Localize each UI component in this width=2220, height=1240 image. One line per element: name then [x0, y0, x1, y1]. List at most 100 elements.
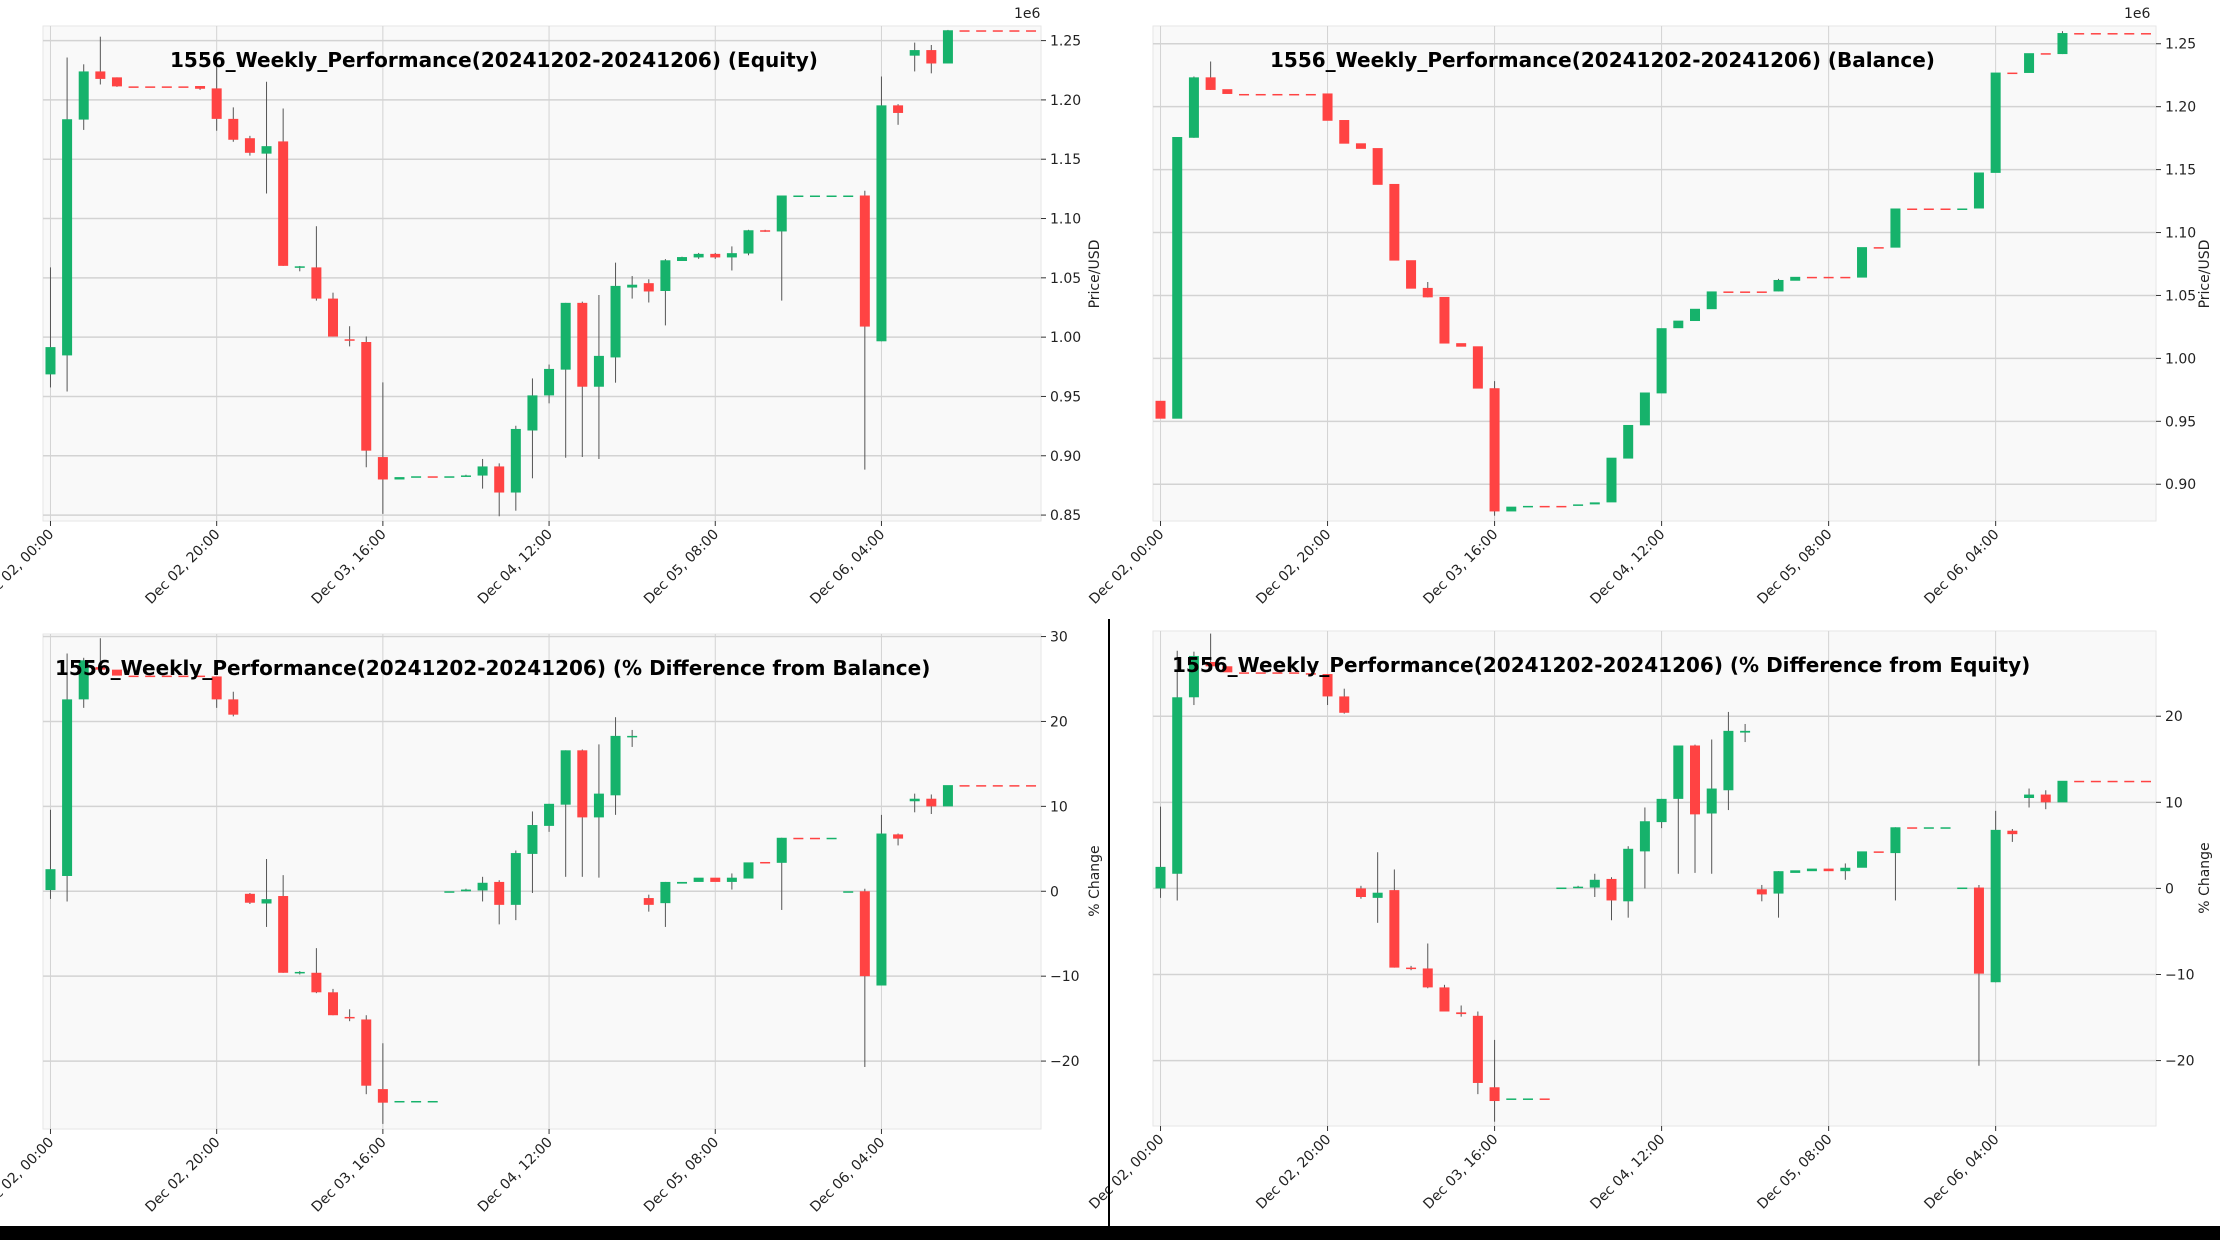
candle-up	[394, 477, 405, 480]
candle-up	[544, 368, 555, 396]
candle-down	[328, 298, 339, 337]
candle-down	[128, 86, 139, 88]
candle-up	[909, 798, 920, 802]
candle-up	[1957, 887, 1968, 890]
candle-up	[1623, 848, 1634, 902]
candle-down	[1556, 505, 1567, 508]
candle-up	[660, 260, 671, 291]
candle-up	[793, 195, 804, 198]
candle-up	[726, 253, 737, 258]
x-tick-label: Dec 05, 08:00	[641, 527, 722, 608]
candle-down	[1389, 183, 1400, 261]
candle-up	[1522, 505, 1533, 508]
candle-up	[1656, 328, 1667, 394]
candle-down	[1305, 93, 1316, 96]
candle-up	[776, 195, 787, 232]
y-tick-label: 1.05	[1050, 271, 1081, 287]
candle-down	[2090, 33, 2101, 35]
candle-down	[1289, 672, 1300, 674]
candle-down	[2074, 33, 2085, 35]
candle-down	[1873, 247, 1884, 249]
x-tick-label: Dec 06, 04:00	[807, 527, 888, 608]
candle-down	[643, 898, 654, 905]
candle-up	[2024, 794, 2035, 799]
x-tick-label: Dec 06, 04:00	[1921, 1132, 2002, 1213]
candle-down	[1255, 672, 1266, 674]
candle-up	[477, 882, 488, 891]
y-tick-label: −20	[1050, 1054, 1080, 1070]
candle-up	[1857, 851, 1868, 868]
candle-up	[776, 837, 787, 863]
candle-up	[1506, 1098, 1517, 1100]
candle-up	[693, 877, 704, 882]
candle-up	[743, 230, 754, 254]
exponent-label-equity: 1e6	[1014, 6, 1041, 22]
chart-title-pct-balance: 1556_Weekly_Performance(20241202-2024120…	[55, 656, 931, 680]
candle-down	[278, 896, 289, 973]
candle-up	[593, 355, 604, 387]
candle-down	[2107, 780, 2118, 783]
candle-down	[311, 972, 322, 993]
candle-down	[377, 1089, 388, 1103]
candle-up	[1372, 892, 1383, 898]
candle-down	[2124, 33, 2135, 35]
candle-up	[627, 284, 638, 288]
candle-up	[1589, 879, 1600, 888]
candle-down	[1239, 93, 1250, 96]
candle-down	[760, 861, 771, 864]
y-tick-label: 1.25	[1050, 34, 1081, 50]
candle-down	[244, 138, 255, 153]
candle-up	[1188, 77, 1199, 138]
candle-down	[178, 86, 189, 88]
candle-down	[95, 667, 106, 670]
candle-up	[261, 146, 272, 154]
candle-down	[1272, 672, 1283, 674]
candle-down	[1806, 276, 1817, 279]
y-tick-label: 0.95	[1050, 389, 1081, 405]
candle-up	[2057, 33, 2068, 55]
candle-up	[1506, 506, 1517, 512]
candle-down	[128, 675, 139, 678]
y-tick-label: 0.95	[2165, 414, 2196, 430]
candle-down	[1723, 291, 1734, 293]
candle-down	[1606, 878, 1617, 901]
candle-up	[78, 71, 89, 120]
candle-down	[1272, 93, 1283, 96]
candle-up	[411, 476, 422, 478]
x-tick-label: Dec 03, 16:00	[309, 1135, 390, 1216]
candle-down	[361, 1019, 372, 1086]
candle-up	[78, 660, 89, 700]
candle-down	[377, 457, 388, 480]
candle-up	[1188, 655, 1199, 698]
candle-down	[793, 837, 804, 840]
y-axis-label-pct-equity: % Change	[2197, 842, 2213, 914]
candle-down	[178, 675, 189, 678]
candle-up	[1606, 457, 1617, 503]
candle-up	[1656, 798, 1667, 823]
candle-up	[1573, 504, 1584, 506]
candle-down	[992, 785, 1003, 787]
candle-down	[111, 77, 122, 87]
candle-down	[278, 141, 289, 266]
candle-up	[876, 105, 887, 342]
candle-up	[743, 862, 754, 879]
candle-up	[261, 899, 272, 904]
x-tick-label: Dec 02, 00:00	[0, 527, 57, 608]
panel-divider	[1108, 619, 1110, 1229]
candle-down	[145, 86, 156, 88]
candle-up	[444, 476, 455, 478]
y-tick-label: 10	[2165, 795, 2183, 811]
candle-up	[1673, 745, 1684, 799]
candle-up	[610, 735, 621, 796]
x-tick-label: Dec 03, 16:00	[309, 527, 390, 608]
candle-down	[959, 785, 970, 787]
candle-down	[1740, 291, 1751, 293]
candle-down	[228, 118, 239, 140]
candle-down	[893, 834, 904, 839]
candle-up	[826, 195, 837, 198]
candle-down	[1339, 696, 1350, 713]
panel-pct-equity: Dec 02, 00:00 Dec 02, 20:00 Dec 03, 16:00 D…	[1086, 630, 2195, 1213]
candle-up	[444, 891, 455, 893]
y-tick-label: 1.10	[2165, 226, 2196, 242]
candle-down	[1355, 143, 1366, 149]
